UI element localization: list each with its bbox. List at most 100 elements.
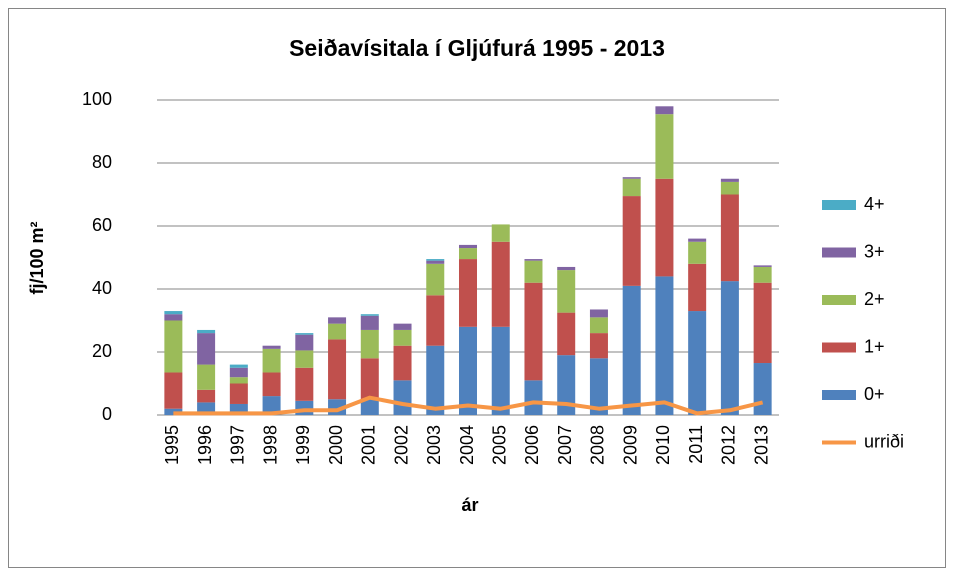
bar-segment: [328, 339, 347, 400]
bar-segment: [197, 333, 216, 365]
bar-segment: [688, 311, 707, 415]
x-tick-label: 2012: [719, 425, 739, 465]
bar-segment: [164, 320, 183, 373]
x-tick-label: 2007: [555, 425, 575, 465]
bar-segment: [491, 326, 510, 415]
bar-segment: [589, 333, 608, 359]
bar-segment: [426, 259, 445, 261]
bar-segment: [589, 358, 608, 415]
bar-segment: [720, 181, 739, 195]
bar-segment: [328, 323, 347, 340]
bar-segment: [524, 260, 543, 283]
bar-segment: [557, 266, 576, 271]
bar-segment: [393, 323, 412, 330]
legend-label: 3+: [864, 241, 885, 261]
bar-segment: [360, 358, 379, 400]
legend-swatch: [822, 342, 856, 353]
bar-segment: [589, 317, 608, 334]
bar-segment: [262, 345, 281, 349]
bar-segment: [688, 241, 707, 264]
x-tick-label: 1999: [293, 425, 313, 465]
x-tick-label: 2002: [391, 425, 411, 465]
bar-segment: [753, 266, 772, 283]
bar-segment: [655, 114, 674, 179]
bar-segment: [164, 372, 183, 409]
chart-title: Seiðavísitala í Gljúfurá 1995 - 2013: [289, 35, 665, 61]
bar-segment: [295, 350, 314, 368]
bar-segment: [295, 334, 314, 351]
bar-segment: [655, 106, 674, 115]
x-tick-label: 2009: [620, 425, 640, 465]
bar-segment: [557, 312, 576, 356]
bar-segment: [360, 399, 379, 415]
bar-segment: [688, 263, 707, 312]
x-tick-label: 2006: [522, 425, 542, 465]
y-tick-label: 40: [92, 278, 112, 298]
x-tick-label: 1998: [260, 425, 280, 465]
legend-label: 4+: [864, 194, 885, 214]
bar-segment: [229, 364, 248, 368]
legend-label: 0+: [864, 384, 885, 404]
bar-segment: [720, 194, 739, 282]
x-tick-label: 2003: [424, 425, 444, 465]
bar-segment: [197, 389, 216, 403]
bar-segment: [622, 285, 641, 415]
bar-segment: [164, 408, 183, 415]
legend-swatch: [822, 200, 856, 210]
bar-segment: [458, 259, 478, 327]
bar-segment: [753, 282, 772, 364]
bar-segment: [426, 295, 445, 346]
bar-segment: [426, 260, 445, 264]
x-tick-label: 2001: [359, 425, 379, 465]
bar-segment: [164, 311, 183, 315]
legend-swatch: [822, 247, 856, 258]
legend-label: urriði: [864, 431, 904, 451]
legend-swatch: [822, 390, 856, 400]
y-tick-label: 0: [102, 404, 112, 424]
bar-segment: [295, 367, 314, 401]
bar-segment: [229, 367, 248, 378]
x-tick-label: 2000: [326, 425, 346, 465]
y-axis-label: fj/100 m²: [27, 221, 47, 294]
bar-segment: [426, 263, 445, 296]
bar-segment: [328, 317, 347, 324]
bar-segment: [655, 276, 674, 415]
bar-segment: [262, 372, 281, 397]
x-tick-label: 2010: [653, 425, 673, 465]
x-tick-label: 1997: [228, 425, 248, 465]
bar-segment: [753, 363, 772, 415]
x-axis-label: ár: [461, 495, 478, 515]
bar-segment: [458, 248, 478, 260]
bar-segment: [622, 177, 641, 179]
bar-segment: [164, 314, 183, 321]
bar-segment: [524, 380, 543, 415]
bar-segment: [393, 345, 412, 381]
bar-segment: [491, 224, 510, 242]
bar-segment: [557, 355, 576, 415]
bar-segment: [557, 270, 576, 313]
bar-segment: [753, 265, 772, 267]
bar-segment: [229, 403, 248, 415]
bar-segment: [393, 380, 412, 415]
y-tick-label: 60: [92, 215, 112, 235]
bar-segment: [360, 315, 379, 330]
y-tick-label: 100: [82, 89, 112, 109]
y-tick-label: 20: [92, 341, 112, 361]
bar-segment: [655, 178, 674, 277]
bar-segment: [688, 238, 707, 242]
x-tick-label: 2004: [457, 425, 477, 465]
bar-segment: [360, 314, 379, 316]
bar-segment: [229, 383, 248, 404]
bar-segment: [720, 178, 739, 182]
bar-segment: [524, 282, 543, 381]
bar-segment: [524, 259, 543, 261]
bar-segment: [295, 333, 314, 335]
x-tick-label: 2005: [489, 425, 509, 465]
bar-segment: [720, 281, 739, 415]
line-series: [173, 395, 764, 416]
bar-segment: [229, 377, 248, 384]
x-tick-label: 1995: [162, 425, 182, 465]
bar-segment: [622, 178, 641, 197]
y-tick-label: 80: [92, 152, 112, 172]
x-tick-label: 2008: [588, 425, 608, 465]
